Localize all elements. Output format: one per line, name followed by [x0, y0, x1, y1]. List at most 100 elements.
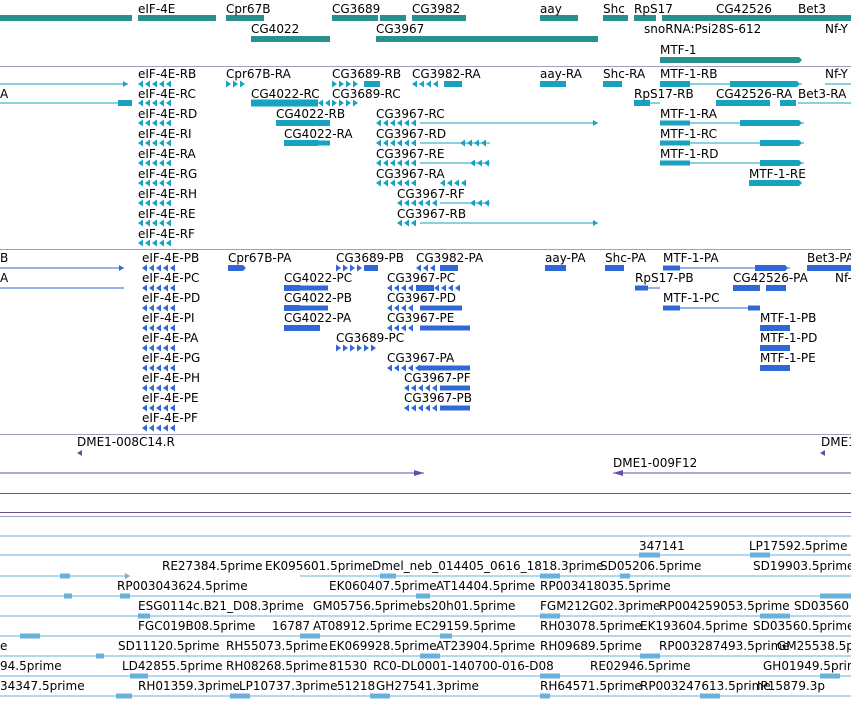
protein-glyph[interactable]	[149, 424, 154, 432]
protein-glyph[interactable]	[387, 324, 392, 332]
transcript-glyph[interactable]	[251, 99, 318, 107]
protein-glyph[interactable]	[455, 284, 460, 292]
transcript-glyph[interactable]	[477, 199, 482, 207]
protein-glyph[interactable]	[760, 345, 790, 351]
transcript-glyph[interactable]	[138, 179, 143, 187]
feature-label-b[interactable]: B	[0, 251, 9, 265]
transcript-glyph[interactable]	[138, 219, 143, 227]
protein-glyph[interactable]	[228, 265, 246, 271]
transcript-glyph[interactable]	[353, 99, 358, 107]
feature-label-cg3689-rc[interactable]: CG3689-RC	[332, 87, 401, 101]
feature-label-rc0-dl0001-140700-016-d08[interactable]: RC0-DL0001-140700-016-D08	[373, 659, 554, 673]
transcript-glyph[interactable]	[460, 139, 465, 147]
feature-label-cg4022-pa[interactable]: CG4022-PA	[284, 311, 352, 325]
feature-label-shc[interactable]: Shc	[603, 2, 625, 16]
feature-label-nf-y[interactable]: Nf-Y	[825, 67, 848, 81]
protein-glyph[interactable]	[733, 285, 760, 291]
protein-glyph[interactable]	[142, 264, 147, 272]
transcript-glyph[interactable]	[284, 140, 318, 146]
protein-glyph[interactable]	[408, 284, 413, 292]
feature-label-eif-4e-pc[interactable]: eIF-4E-PC	[142, 271, 200, 285]
protein-glyph[interactable]	[404, 384, 409, 392]
feature-label-eif-4e-re[interactable]: eIF-4E-RE	[138, 207, 196, 221]
protein-glyph[interactable]	[284, 305, 300, 311]
feature-label-nf-y[interactable]: Nf-Y	[825, 22, 848, 36]
protein-glyph[interactable]	[440, 385, 470, 391]
feature-label-mtf-1-rc[interactable]: MTF-1-RC	[660, 127, 717, 141]
protein-glyph[interactable]	[411, 384, 416, 392]
transcript-glyph[interactable]	[308, 119, 313, 127]
feature-label-16787[interactable]: 16787	[272, 619, 311, 633]
transcript-glyph[interactable]	[411, 199, 416, 207]
transcript-glyph[interactable]	[159, 99, 164, 107]
est-glyph[interactable]	[620, 573, 630, 579]
transcript-glyph[interactable]	[138, 119, 143, 127]
feature-label-cg3967-re[interactable]: CG3967-RE	[376, 147, 445, 161]
feature-label-fgm212g02-3prime[interactable]: FGM212G02.3prime	[540, 599, 661, 613]
protein-glyph[interactable]	[423, 264, 428, 272]
transcript-glyph[interactable]	[152, 219, 157, 227]
protein-glyph[interactable]	[420, 365, 470, 371]
feature-label-cg4022-pb[interactable]: CG4022-PB	[284, 291, 353, 305]
transcript-glyph[interactable]	[404, 179, 409, 187]
feature-label-at14404-5prime[interactable]: AT14404.5prime	[436, 579, 536, 593]
est-glyph[interactable]	[420, 653, 440, 659]
transcript-glyph[interactable]	[166, 159, 171, 167]
feature-label-cg3689-pb[interactable]: CG3689-PB	[336, 251, 405, 265]
transcript-glyph[interactable]	[660, 160, 690, 166]
transcript-glyph[interactable]	[484, 159, 489, 167]
protein-glyph[interactable]	[156, 304, 161, 312]
protein-glyph[interactable]	[156, 424, 161, 432]
transcript-glyph[interactable]	[444, 81, 462, 87]
feature-label-gh27541-3prime[interactable]: GH27541.3prime	[376, 679, 479, 693]
protein-glyph[interactable]	[766, 285, 786, 291]
protein-glyph[interactable]	[343, 264, 348, 272]
feature-label-cg3967-rb[interactable]: CG3967-RB	[397, 207, 467, 221]
feature-label-cg3967-pe[interactable]: CG3967-PE	[387, 311, 455, 325]
protein-glyph[interactable]	[387, 304, 392, 312]
transcript-glyph[interactable]	[419, 80, 424, 88]
protein-glyph[interactable]	[394, 364, 399, 372]
clone-glyph[interactable]	[414, 470, 424, 476]
protein-glyph[interactable]	[394, 284, 399, 292]
feature-label-ek060407-5prime[interactable]: EK060407.5prime	[329, 579, 437, 593]
est-glyph[interactable]	[64, 593, 72, 599]
feature-label-rps17-pb[interactable]: RpS17-PB	[635, 271, 694, 285]
transcript-glyph[interactable]	[233, 80, 238, 88]
protein-glyph[interactable]	[394, 304, 399, 312]
feature-label-mtf-1-pe[interactable]: MTF-1-PE	[760, 351, 816, 365]
protein-glyph[interactable]	[755, 265, 788, 271]
protein-glyph[interactable]	[163, 304, 168, 312]
feature-label-at08912-5prime[interactable]: AT08912.5prime	[313, 619, 413, 633]
transcript-glyph[interactable]	[660, 120, 690, 126]
est-glyph[interactable]	[700, 693, 720, 699]
transcript-glyph[interactable]	[145, 119, 150, 127]
protein-glyph[interactable]	[149, 264, 154, 272]
feature-label-gm05756-5prime[interactable]: GM05756.5prime	[313, 599, 418, 613]
protein-glyph[interactable]	[760, 325, 790, 331]
feature-label-rp003247613-5prime[interactable]: RP003247613.5prime	[640, 679, 771, 693]
feature-label-gh01949-5prim[interactable]: GH01949.5prim	[763, 659, 851, 673]
transcript-glyph[interactable]	[390, 119, 395, 127]
feature-label-cg3689-pc[interactable]: CG3689-PC	[336, 331, 405, 345]
transcript-glyph[interactable]	[145, 80, 150, 88]
feature-label-sd11120-5prime[interactable]: SD11120.5prime	[118, 639, 220, 653]
protein-glyph[interactable]	[415, 364, 420, 372]
feature-label-sd03560[interactable]: SD03560	[794, 599, 850, 613]
protein-glyph[interactable]	[760, 365, 790, 371]
feature-label-cg3982-pa[interactable]: CG3982-PA	[416, 251, 484, 265]
transcript-glyph[interactable]	[411, 119, 416, 127]
transcript-glyph[interactable]	[166, 239, 171, 247]
protein-glyph[interactable]	[170, 384, 175, 392]
feature-label-aay-pa[interactable]: aay-PA	[545, 251, 586, 265]
transcript-glyph[interactable]	[138, 80, 143, 88]
feature-label-sd03560-5prime[interactable]: SD03560.5prime	[753, 619, 851, 633]
transcript-glyph[interactable]	[383, 179, 388, 187]
gene-glyph[interactable]	[332, 15, 378, 21]
feature-label-cg4022[interactable]: CG4022	[251, 22, 300, 36]
feature-label-bet3[interactable]: Bet3	[798, 2, 826, 16]
feature-label-cg3967-pa[interactable]: CG3967-PA	[387, 351, 455, 365]
transcript-glyph[interactable]	[353, 80, 358, 88]
transcript-glyph[interactable]	[660, 140, 690, 146]
transcript-glyph[interactable]	[634, 100, 650, 106]
